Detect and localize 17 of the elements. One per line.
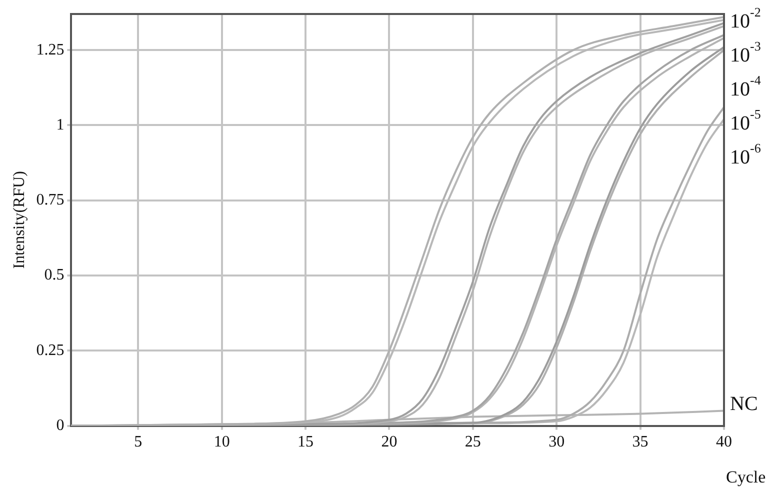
x-tick-label: 5 xyxy=(134,434,142,451)
y-axis-title: Intensity(RFU) xyxy=(10,171,28,269)
y-tick-label: 1 xyxy=(56,116,64,134)
x-tick-label: 35 xyxy=(632,434,648,451)
y-tick-label: 0.75 xyxy=(36,192,64,209)
x-tick-label: 25 xyxy=(464,434,481,451)
x-tick-label: 20 xyxy=(381,434,398,451)
x-tick-label: 30 xyxy=(548,434,565,451)
x-axis-title: Cycle xyxy=(726,467,766,486)
y-tick-label: 1.25 xyxy=(36,41,64,58)
x-tick-label: 40 xyxy=(716,434,732,451)
x-tick-label: 15 xyxy=(298,434,314,451)
x-tick-label: 10 xyxy=(214,434,230,451)
y-tick-label: 0 xyxy=(56,417,64,434)
y-tick-label: 0.25 xyxy=(36,342,64,359)
series-label: NC xyxy=(730,393,758,416)
y-tick-label: 0.5 xyxy=(44,266,64,284)
